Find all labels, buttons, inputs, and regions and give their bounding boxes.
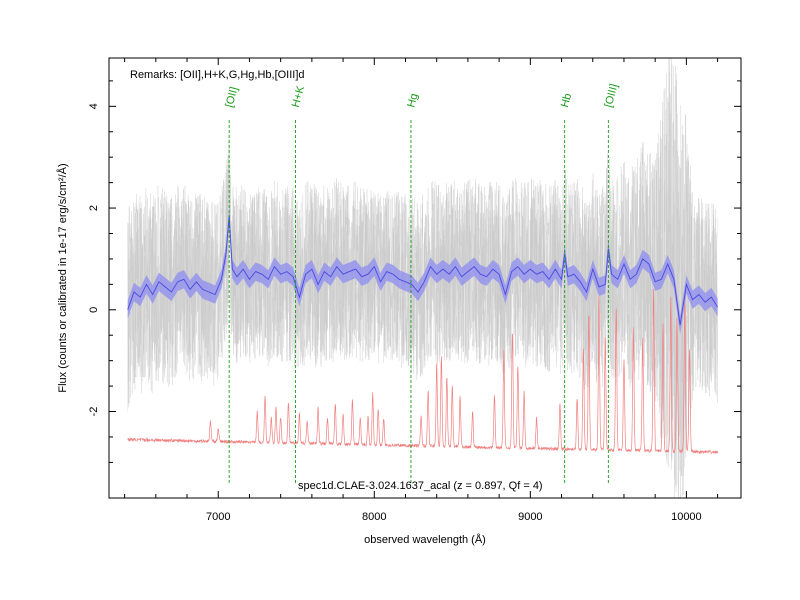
- raw-spectrum-line: [127, 66, 718, 498]
- spectrum-annotation: spec1d.CLAE-3.024.1637_acal (z = 0.897, …: [298, 480, 543, 492]
- line-marker-label: [OIII]: [603, 83, 621, 109]
- x-tick-label: 9000: [518, 511, 542, 523]
- y-tick-label: 4: [88, 103, 100, 109]
- smoothed-spectrum-line: [127, 215, 718, 326]
- line-markers-layer: [OII] H+K Hg Hb [OIII]: [223, 83, 620, 484]
- x-axis-label: observed wavelength (Å): [364, 533, 486, 546]
- y-tick-label: -2: [88, 407, 100, 417]
- sky-spectrum-layer: [127, 288, 718, 455]
- line-marker-label: Hg: [405, 92, 420, 109]
- plot-frame: [108, 57, 742, 499]
- line-marker-label: Hb: [559, 92, 574, 109]
- smoothed-error-band: [127, 206, 718, 335]
- smoothed-error-band-layer: [127, 206, 718, 335]
- y-axis-label: Flux (counts or calibrated in 1e-17 erg/…: [56, 163, 69, 392]
- sky-spectrum-line: [127, 288, 718, 455]
- y-tick-label: 2: [88, 205, 100, 211]
- x-tick-label: 7000: [206, 511, 230, 523]
- line-marker-label: [OII]: [223, 86, 240, 109]
- smoothed-spectrum-layer: [127, 215, 718, 326]
- x-tick-label: 8000: [362, 511, 386, 523]
- line-marker-label: H+K: [290, 84, 307, 109]
- y-tick-label: 0: [88, 307, 100, 313]
- x-tick-label: 10000: [671, 511, 702, 523]
- remarks-text: Remarks: [OII],H+K,G,Hg,Hb,[OIII]d: [130, 69, 305, 81]
- axes-layer: 7000 8000 9000 10000 -2 0 2 4: [88, 57, 742, 523]
